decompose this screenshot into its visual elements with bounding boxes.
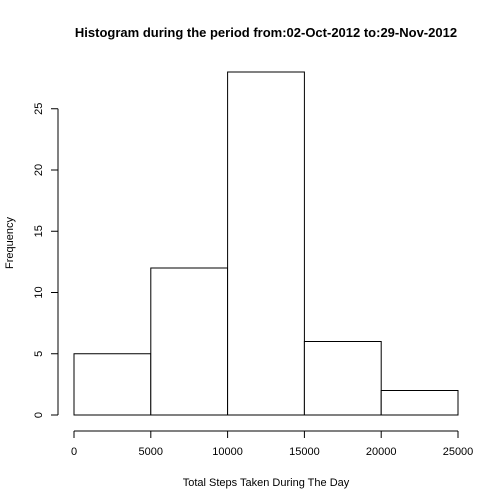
y-tick-label: 25 (33, 103, 45, 115)
x-axis-label: Total Steps Taken During The Day (183, 477, 350, 489)
bars-group (73, 71, 459, 416)
x-tick-label: 20000 (366, 446, 397, 458)
histogram-bar-5 (380, 390, 459, 416)
x-axis: 0 5000 10000 15000 20000 25000 (71, 430, 474, 458)
x-tick-label: 5000 (139, 446, 163, 458)
x-tick-label: 10000 (212, 446, 243, 458)
x-tick-label: 25000 (443, 446, 474, 458)
y-tick-label: 15 (33, 225, 45, 237)
x-tick-label: 0 (71, 446, 77, 458)
y-tick-label: 0 (33, 412, 45, 418)
y-tick-label: 20 (33, 164, 45, 176)
x-tick-label: 15000 (289, 446, 320, 458)
y-axis: 0 5 10 15 20 25 (33, 103, 59, 418)
y-tick-label: 5 (33, 351, 45, 357)
chart-title: Histogram during the period from:02-Oct-… (75, 25, 457, 40)
histogram-bar-1 (73, 353, 152, 416)
y-tick-label: 10 (33, 286, 45, 298)
histogram-bar-4 (303, 341, 382, 416)
y-axis-label: Frequency (4, 217, 16, 269)
histogram-bar-2 (150, 267, 229, 416)
histogram-bar-3 (227, 71, 305, 416)
